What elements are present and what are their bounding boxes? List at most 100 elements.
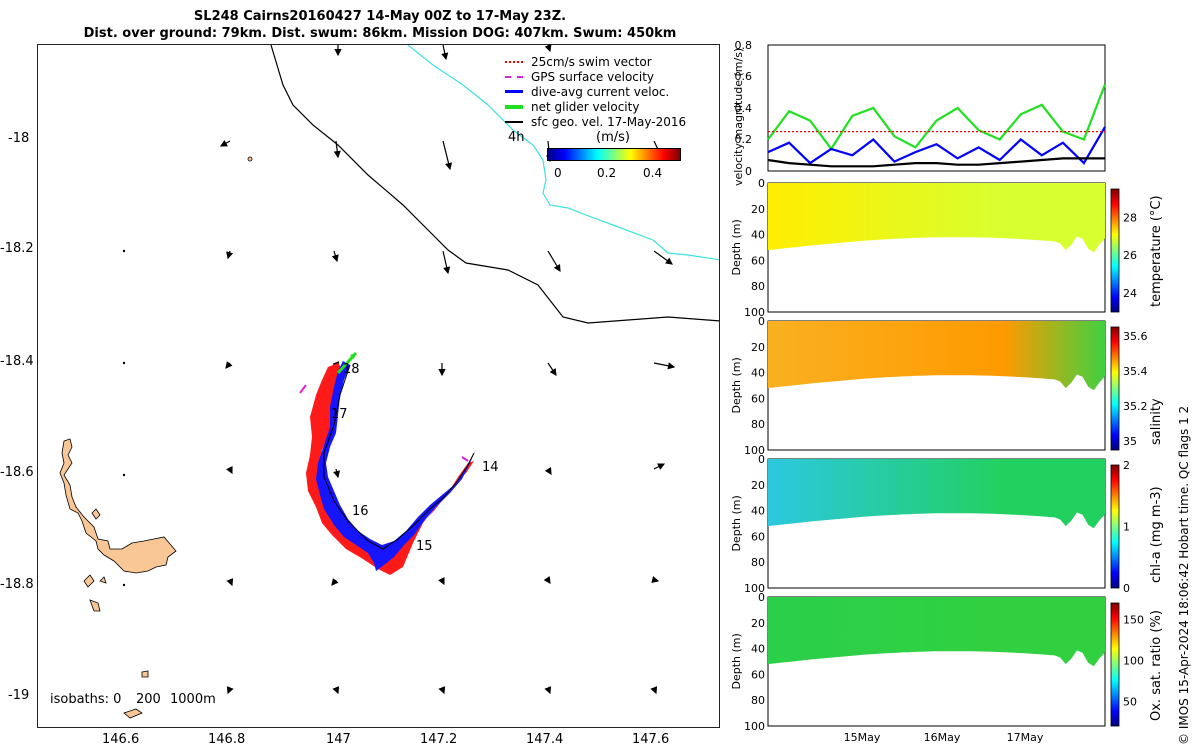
oxygen-colorbar xyxy=(1110,602,1120,727)
oxygen-section-panel: 0 20 40 60 80 100 Depth (m) 50 100 150 Ox. sat. ra… xyxy=(730,591,1164,733)
isobaths-label: isobaths: 0 xyxy=(50,692,122,707)
colorbar-tick: 35.6 xyxy=(1123,330,1148,343)
depth-tick: 40 xyxy=(751,367,765,380)
colorbar-tick: 35 xyxy=(1123,435,1137,448)
depth-tick: 80 xyxy=(751,694,765,707)
oxygen-label: Ox. sat. ratio (%) xyxy=(1149,610,1164,721)
velocity-ylabel: velocity magnitude (m/s) xyxy=(732,48,745,186)
velocity-series-group xyxy=(767,84,1107,168)
island-small xyxy=(141,670,149,678)
legend-item-dive: dive-avg current veloc. xyxy=(505,84,686,99)
temperature-section-fill xyxy=(768,183,1105,253)
depth-tick: 80 xyxy=(751,280,765,293)
velocity-series-line xyxy=(767,157,1105,168)
island-small xyxy=(83,574,95,588)
depth-tick: 40 xyxy=(751,229,765,242)
isobath-200: 200 xyxy=(136,692,161,707)
salinity-label: salinity xyxy=(1149,398,1164,445)
colorbar-tick: 100 xyxy=(1123,654,1144,667)
depth-ylabel: Depth (m) xyxy=(730,633,743,689)
blue-arrow-icon xyxy=(505,90,523,93)
glider-track-line xyxy=(323,364,475,550)
date-tick: 15May xyxy=(844,731,881,744)
time-scale-label: 4h xyxy=(508,130,525,145)
lon-tick: 147.6 xyxy=(632,732,670,747)
chla-section-panel: 0 20 40 60 80 100 Depth (m) 0 1 2 chl-a (mg m-3) xyxy=(730,453,1164,595)
velocity-series-line xyxy=(767,126,1106,165)
lat-tick: -18.8 xyxy=(0,577,34,592)
imos-footer: © IMOS 15-Apr-2024 18:06:42 Hobart time.… xyxy=(1177,405,1191,745)
colorbar-tick: 35.2 xyxy=(1123,400,1148,413)
black-arrow-icon xyxy=(505,120,523,123)
temperature-colorbar xyxy=(1110,188,1120,313)
chla-label: chl-a (mg m-3) xyxy=(1149,486,1164,583)
lon-tick: 146.6 xyxy=(102,732,140,747)
lat-tick: -18.6 xyxy=(0,465,34,480)
temperature-section-panel: 0 20 40 60 80 100 Depth (m) 24 26 28 temperature (… xyxy=(730,177,1164,319)
depth-tick: 100 xyxy=(744,444,765,457)
map-legend: 25cm/s swim vector GPS surface velocity … xyxy=(505,54,686,129)
chla-section-fill xyxy=(768,459,1105,529)
salinity-section-panel: 0 20 40 60 80 100 Depth (m) 35 35.2 35.4 35.6 salin… xyxy=(730,315,1164,457)
vel-tick: 0.2 xyxy=(735,133,753,146)
day-label: 17 xyxy=(331,407,348,422)
legend-item-gps: GPS surface velocity xyxy=(505,69,686,84)
lon-tick: 147.4 xyxy=(526,732,564,747)
island-small xyxy=(91,508,101,520)
depth-tick: 0 xyxy=(758,177,765,190)
chla-colorbar xyxy=(1110,464,1120,589)
depth-tick: 20 xyxy=(751,341,765,354)
net-velocity-arrowhead xyxy=(350,353,356,359)
depth-ylabel: Depth (m) xyxy=(730,357,743,413)
lon-tick: 147.2 xyxy=(420,732,458,747)
depth-tick: 20 xyxy=(751,617,765,630)
map-cbar-tick: 0 xyxy=(554,166,562,180)
vel-tick: 0 xyxy=(745,165,752,178)
date-tick: 17May xyxy=(1007,731,1044,744)
depth-ylabel: Depth (m) xyxy=(730,219,743,275)
island-small xyxy=(99,576,107,584)
grid-dots xyxy=(122,249,126,587)
map-cbar-tick: 0.2 xyxy=(597,166,617,180)
sfc-geostrophic-arrows xyxy=(219,45,676,695)
lat-tick: -18.4 xyxy=(0,354,34,369)
colorbar-tick: 50 xyxy=(1123,695,1137,708)
vel-tick: 0.4 xyxy=(735,102,753,115)
date-tick: 16May xyxy=(924,731,961,744)
plot-title-line1: SL248 Cairns20160427 14-May 00Z to 17-Ma… xyxy=(193,9,567,24)
depth-tick: 40 xyxy=(751,643,765,656)
colorbar-tick: 1 xyxy=(1123,521,1130,534)
cyan-contour-line xyxy=(407,45,719,261)
depth-tick: 80 xyxy=(751,418,765,431)
colorbar-tick: 35.4 xyxy=(1123,365,1148,378)
depth-tick: 40 xyxy=(751,505,765,518)
depth-tick: 100 xyxy=(744,306,765,319)
red-arrow-icon xyxy=(505,60,523,63)
day-label: 16 xyxy=(352,504,369,519)
depth-tick: 100 xyxy=(744,582,765,595)
colorbar-tick: 24 xyxy=(1123,287,1137,300)
colorbar-tick: 2 xyxy=(1123,459,1130,472)
depth-tick: 80 xyxy=(751,556,765,569)
shelf-edge-line xyxy=(270,45,719,324)
map-colorbar-title: (m/s) xyxy=(596,130,630,145)
colorbar-tick: 28 xyxy=(1123,211,1137,224)
depth-tick: 60 xyxy=(751,668,765,681)
lat-tick: -18.2 xyxy=(0,241,34,256)
day-label: 15 xyxy=(416,539,433,554)
depth-tick: 60 xyxy=(751,254,765,267)
colorbar-tick: 150 xyxy=(1123,613,1144,626)
salinity-colorbar xyxy=(1110,326,1120,451)
land-islands xyxy=(59,156,253,719)
isobath-1000: 1000m xyxy=(170,692,216,707)
depth-tick: 60 xyxy=(751,530,765,543)
lat-tick: -18 xyxy=(8,131,30,146)
reef-dot xyxy=(247,156,253,162)
map-cbar-tick: 0.4 xyxy=(643,166,663,180)
oxygen-section-fill xyxy=(768,597,1105,667)
plot-title-line2: Dist. over ground: 79km. Dist. swum: 86k… xyxy=(83,26,677,41)
velocity-panel: 0.8 0.6 0.4 0.2 0 velocity magnitude (m/… xyxy=(732,39,1107,186)
velocity-series-line xyxy=(767,84,1107,151)
legend-item-net: net glider velocity xyxy=(505,99,686,114)
depth-tick: 0 xyxy=(758,591,765,604)
